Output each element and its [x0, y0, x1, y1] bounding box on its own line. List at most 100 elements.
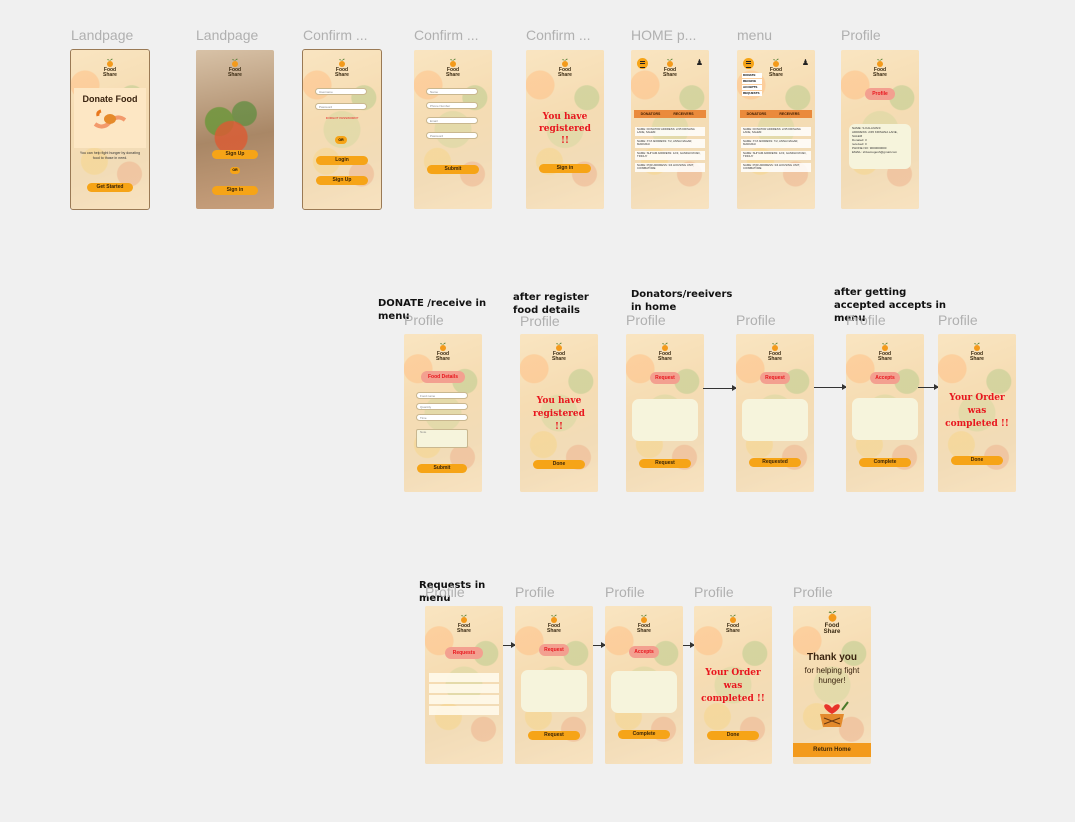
- phone-field[interactable]: Phone Number: [426, 102, 478, 109]
- frame-order-complete[interactable]: Food Share Your Order was completed !! D…: [938, 334, 1016, 492]
- leaf-logo-icon: [772, 342, 778, 351]
- submit-button[interactable]: Submit: [427, 165, 479, 174]
- tab-receivers[interactable]: RECEIVERS: [673, 112, 694, 116]
- frame-label-profile: Profile: [605, 584, 645, 600]
- menu-item-requests[interactable]: REQUESTS: [742, 91, 762, 96]
- request-card[interactable]: [521, 670, 587, 712]
- password-field[interactable]: Password: [315, 103, 367, 110]
- logo-text-share: Share: [547, 628, 561, 634]
- username-field[interactable]: Username: [315, 88, 367, 95]
- logo-text-share: Share: [228, 72, 242, 78]
- list-item[interactable]: [429, 695, 499, 704]
- frame-request[interactable]: Food Share Request Request: [626, 334, 704, 492]
- tab-donators[interactable]: DONATORS: [640, 112, 661, 116]
- frame-login[interactable]: Food Share Username Password FORGOT PASS…: [302, 49, 382, 210]
- request-card[interactable]: [632, 399, 698, 441]
- sign-in-button[interactable]: Sign in: [539, 164, 591, 173]
- hamburger-menu-icon[interactable]: [743, 58, 754, 69]
- list-item[interactable]: NAME: XYZ ADDRESS: 7/2, ANNA NAGAR, MADU…: [635, 139, 705, 148]
- home-tabs: DONATORS RECEIVERS: [634, 110, 706, 118]
- name-field[interactable]: Name: [426, 88, 478, 95]
- menu-item-donate[interactable]: DONATE: [742, 73, 762, 78]
- sign-in-button[interactable]: Sign in: [212, 186, 258, 195]
- frame-label-profile: Profile: [425, 584, 465, 600]
- get-started-button[interactable]: Get Started: [87, 183, 133, 192]
- return-home-button[interactable]: Return Home: [793, 743, 871, 757]
- logo: Food Share: [414, 58, 492, 78]
- quantity-field[interactable]: Quantity: [416, 403, 468, 410]
- sign-up-button[interactable]: Sign Up: [212, 150, 258, 159]
- frame-registered-done[interactable]: Food Share You have registered !! Done: [520, 334, 598, 492]
- leaf-logo-icon: [667, 58, 673, 67]
- menu-item-accepts[interactable]: ACCEPTS: [742, 85, 762, 90]
- user-icon[interactable]: ♟: [801, 58, 809, 67]
- accept-card[interactable]: [611, 671, 677, 713]
- logo-text-share: Share: [658, 356, 672, 362]
- frame-register[interactable]: Food Share Name Phone Number Email Passw…: [414, 50, 492, 209]
- frame-profile[interactable]: Food Share Profile NAME: S.KALAIVANI ADD…: [841, 50, 919, 209]
- list-item[interactable]: NAME: SHIYAM ADDRESS: 12/3, GANDHI ROAD,…: [741, 151, 811, 160]
- logo: Food Share: [736, 342, 814, 362]
- list-item[interactable]: NAME: PQR ADDRESS: 3/4 HOUSING UNIT, COI…: [635, 163, 705, 172]
- thank-you-heading: Thank you: [806, 652, 857, 663]
- sign-up-button[interactable]: Sign Up: [316, 176, 368, 185]
- logo-text-share: Share: [768, 356, 782, 362]
- requested-button[interactable]: Requested: [749, 458, 801, 467]
- menu-item-receive[interactable]: RECEIVE: [742, 79, 762, 84]
- flow-arrow: [814, 384, 847, 390]
- list-item[interactable]: NAME: XYZ ADDRESS: 7/2, ANNA NAGAR, MADU…: [741, 139, 811, 148]
- request-card[interactable]: [742, 399, 808, 441]
- frame-home[interactable]: ♟ Food Share DONATORS RECEIVERS NAME: DON…: [631, 50, 709, 209]
- complete-button[interactable]: Complete: [618, 730, 670, 739]
- password-field[interactable]: Password: [426, 132, 478, 139]
- note-field[interactable]: Note: [416, 429, 468, 448]
- frame-label-profile: Profile: [626, 312, 666, 328]
- leaf-logo-icon: [828, 610, 836, 622]
- frame-food-details[interactable]: Food Share Food Details Food name Quanti…: [404, 334, 482, 492]
- list-item[interactable]: NAME: DONATOR ADDRESS: 2/45 KRISHNA LANE…: [635, 127, 705, 136]
- tab-donators[interactable]: DONATORS: [746, 112, 767, 116]
- forgot-password-link[interactable]: FORGOT PASSWORD?: [325, 116, 359, 120]
- frame-landing[interactable]: Food Share Donate Food You can help figh…: [70, 49, 150, 210]
- frame-registered[interactable]: Food Share You have registered !! Sign i…: [526, 50, 604, 209]
- request-button[interactable]: Request: [639, 459, 691, 468]
- frame-accepts[interactable]: Food Share Accepts Complete: [846, 334, 924, 492]
- done-button[interactable]: Done: [707, 731, 759, 740]
- done-button[interactable]: Done: [533, 460, 585, 469]
- logo-text-share: Share: [769, 72, 783, 78]
- done-button[interactable]: Done: [951, 456, 1003, 465]
- note-requests-menu: Requests in menu: [419, 580, 486, 604]
- email-field[interactable]: Email: [426, 117, 478, 124]
- accepts-pill: Accepts: [870, 372, 900, 384]
- note-after-accepted: after getting accepted accepts in menu: [834, 287, 947, 324]
- frame-accepts-2[interactable]: Food Share Accepts Complete: [605, 606, 683, 764]
- list-item[interactable]: [429, 684, 499, 693]
- submit-button[interactable]: Submit: [417, 464, 467, 473]
- frame-label-profile: Profile: [793, 584, 833, 600]
- list-item[interactable]: NAME: SHIYAM ADDRESS: 12/3, GANDHI ROAD,…: [635, 151, 705, 160]
- landing-title: Donate Food: [82, 94, 138, 104]
- logo-text-food: Food: [637, 623, 651, 629]
- frame-landing-photo[interactable]: Food Share Sign Up OR Sign in: [196, 50, 274, 209]
- leaf-logo-icon: [641, 614, 647, 623]
- accept-card[interactable]: [852, 398, 918, 440]
- list-item[interactable]: NAME: PQR ADDRESS: 3/4 HOUSING UNIT, COI…: [741, 163, 811, 172]
- frame-menu[interactable]: ♟ Food Share DONATE RECEIVE ACCEPTS REQU…: [737, 50, 815, 209]
- food-name-field[interactable]: Food name: [416, 392, 468, 399]
- login-button[interactable]: Login: [316, 156, 368, 165]
- list-item[interactable]: NAME: DONATOR ADDRESS: 2/45 KRISHNA LANE…: [741, 127, 811, 136]
- list-item[interactable]: [429, 706, 499, 715]
- tab-receivers[interactable]: RECEIVERS: [779, 112, 800, 116]
- frame-thank-you[interactable]: Food Share Thank you for helping fight h…: [793, 606, 871, 764]
- list-item[interactable]: [429, 673, 499, 682]
- frame-order-complete-2[interactable]: Food Share Your Order was completed !! D…: [694, 606, 772, 764]
- complete-button[interactable]: Complete: [859, 458, 911, 467]
- frame-request-2[interactable]: Food Share Request Request: [515, 606, 593, 764]
- time-field[interactable]: Time: [416, 414, 468, 421]
- user-icon[interactable]: ♟: [695, 58, 703, 67]
- request-button[interactable]: Request: [528, 731, 580, 740]
- logo: Food Share: [841, 58, 919, 78]
- frame-requested[interactable]: Food Share Request Requested: [736, 334, 814, 492]
- hamburger-menu-icon[interactable]: [637, 58, 648, 69]
- frame-requests-list[interactable]: Food Share Requests: [425, 606, 503, 764]
